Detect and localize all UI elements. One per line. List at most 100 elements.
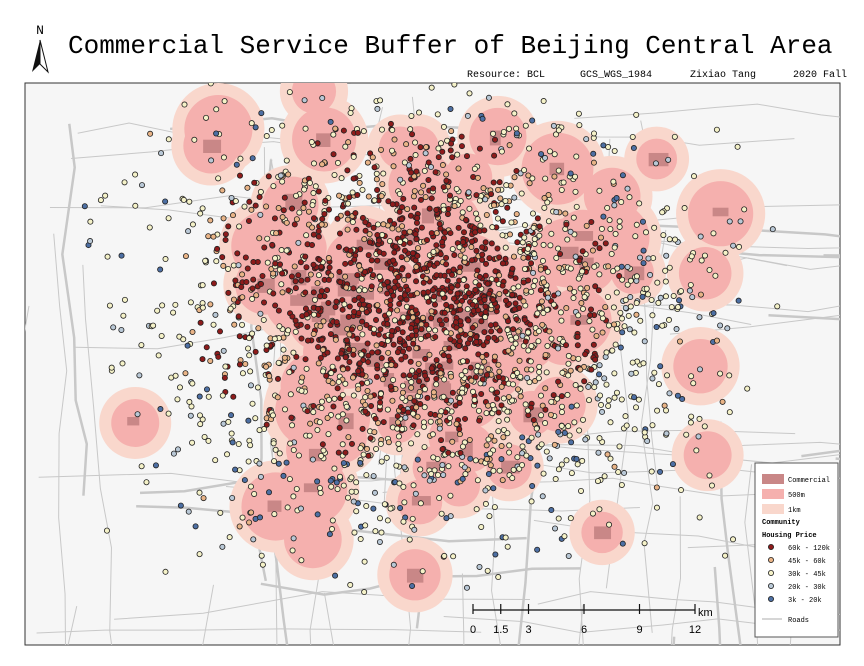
community: [285, 171, 292, 178]
community: [538, 298, 545, 305]
community: [504, 101, 511, 108]
community: [626, 326, 633, 333]
community: [315, 228, 322, 235]
community: [504, 204, 511, 211]
community: [354, 192, 361, 199]
community: [364, 379, 371, 386]
community: [378, 193, 385, 200]
community: [154, 307, 161, 314]
community: [579, 457, 586, 464]
community: [663, 252, 670, 259]
community: [219, 392, 226, 399]
commercial-area: [356, 239, 375, 250]
community: [430, 185, 437, 192]
community: [506, 442, 513, 449]
community: [364, 340, 371, 347]
community: [202, 257, 209, 264]
community: [666, 264, 673, 271]
legend-swatch: [762, 474, 784, 484]
community: [288, 414, 295, 421]
community: [512, 340, 519, 347]
community: [625, 312, 632, 319]
community: [353, 479, 360, 486]
community: [515, 283, 522, 290]
community: [390, 163, 397, 170]
community: [378, 355, 385, 362]
community: [288, 273, 295, 280]
legend-dot: [768, 596, 775, 603]
community: [438, 437, 445, 444]
community: [652, 160, 659, 167]
community: [298, 557, 305, 564]
community: [283, 157, 290, 164]
community: [378, 529, 385, 536]
community: [488, 328, 495, 335]
community: [596, 187, 603, 194]
community: [578, 487, 585, 494]
community: [605, 144, 612, 151]
community: [261, 299, 268, 306]
community: [539, 321, 546, 328]
community: [332, 304, 339, 311]
community: [482, 239, 489, 246]
community: [632, 233, 639, 240]
community: [561, 533, 568, 540]
community: [332, 336, 339, 343]
community: [477, 368, 484, 375]
community: [285, 327, 292, 334]
community: [342, 380, 349, 387]
community: [664, 372, 671, 379]
community: [429, 431, 436, 438]
community: [384, 406, 391, 413]
community: [500, 434, 507, 441]
community: [540, 279, 547, 286]
community: [165, 136, 172, 143]
community: [317, 354, 324, 361]
community: [307, 271, 314, 278]
community: [299, 374, 306, 381]
community: [427, 164, 434, 171]
community: [596, 435, 603, 442]
community: [333, 319, 340, 326]
community: [493, 276, 500, 283]
community: [215, 175, 222, 182]
community: [359, 331, 366, 338]
community: [465, 189, 472, 196]
community: [462, 368, 469, 375]
community: [370, 326, 377, 333]
community: [466, 436, 473, 443]
community: [319, 161, 326, 168]
community: [102, 192, 109, 199]
community: [701, 423, 708, 430]
community: [492, 136, 499, 143]
community: [421, 167, 428, 174]
community: [361, 287, 368, 294]
community: [236, 333, 243, 340]
community: [413, 327, 420, 334]
community: [420, 279, 427, 286]
community: [293, 485, 300, 492]
road: [717, 250, 840, 259]
community: [370, 71, 375, 76]
community: [528, 498, 535, 505]
community: [443, 301, 450, 308]
community: [459, 475, 466, 482]
community: [184, 342, 191, 349]
community: [417, 466, 424, 473]
community: [368, 257, 375, 264]
community: [643, 285, 650, 292]
community: [526, 145, 533, 152]
community: [568, 470, 575, 477]
community: [340, 482, 347, 489]
community: [342, 143, 349, 150]
community: [273, 230, 280, 237]
community: [405, 272, 412, 279]
community: [324, 349, 331, 356]
community: [256, 460, 263, 467]
community: [279, 289, 286, 296]
community: [263, 421, 270, 428]
community: [367, 150, 374, 157]
community: [548, 507, 555, 514]
community: [571, 289, 578, 296]
community: [319, 215, 326, 222]
